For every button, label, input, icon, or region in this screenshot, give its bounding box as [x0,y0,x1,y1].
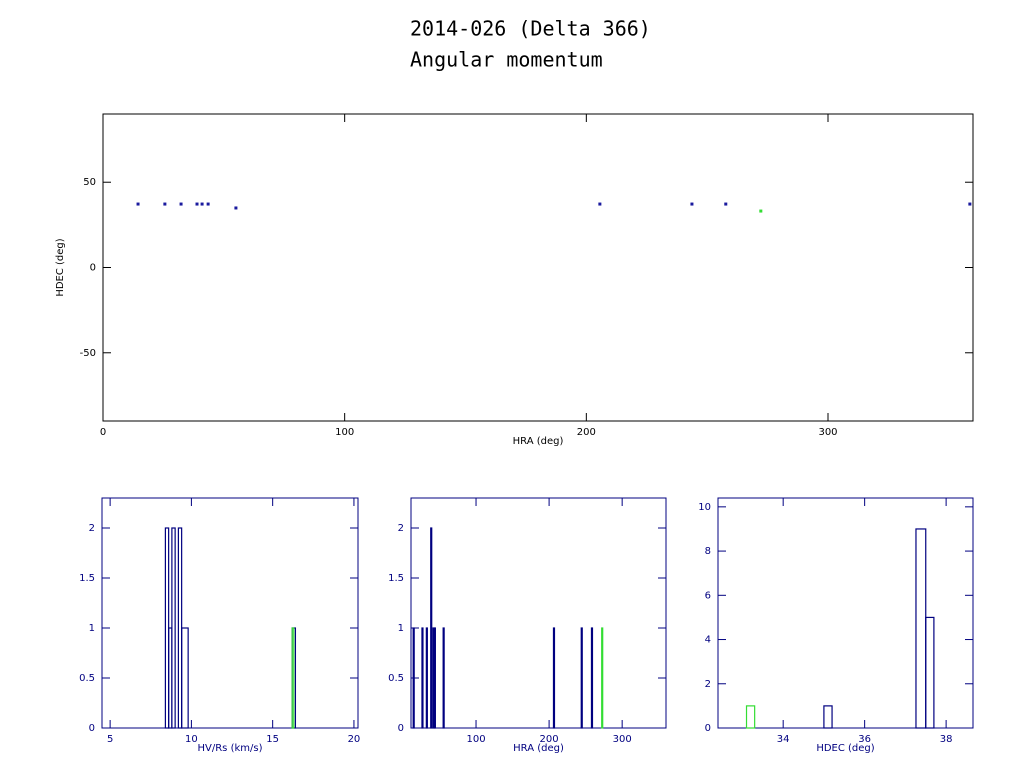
y-tick-label: 10 [698,502,711,513]
y-tick-label: 1 [89,623,95,634]
point [724,202,728,206]
histogram-bar [601,627,604,729]
histogram-bar [745,705,756,729]
x-axis-label: HRA (deg) [513,743,564,754]
x-tick-label: 36 [858,734,871,745]
histogram-bar [421,627,424,729]
point [163,202,167,206]
histogram-bar [425,627,428,729]
point [968,202,972,206]
plot-frame [102,113,974,422]
page-subtitle: Angular momentum [410,48,603,72]
histogram-bar [291,627,295,729]
x-tick-label: 20 [348,734,361,745]
y-tick-label: 0 [398,723,404,734]
point [195,202,199,206]
y-tick-label: 50 [83,177,96,188]
y-tick-label: 0.5 [79,673,95,684]
point [690,202,694,206]
x-tick-label: 100 [335,427,354,438]
y-tick-label: 0 [89,723,95,734]
histogram-bar [590,627,594,729]
page-title: 2014-026 (Delta 366) [410,17,651,41]
y-tick-label: 8 [705,546,711,557]
histogram-bar [412,627,415,729]
y-tick-label: 0.5 [388,673,404,684]
y-tick-label: 1.5 [79,573,95,584]
x-tick-label: 100 [466,734,485,745]
x-tick-label: 200 [577,427,596,438]
plot-frame [717,497,974,729]
y-tick-label: 1 [398,623,404,634]
x-axis-label: HRA (deg) [513,436,564,447]
point [136,202,140,206]
point [200,202,204,206]
y-tick-label: 0 [90,263,96,274]
histogram-bar [823,705,833,729]
histogram-bar [171,527,176,729]
y-tick-label: 1.5 [388,573,404,584]
histogram-bar [442,627,445,729]
x-tick-label: 5 [107,734,113,745]
histogram-bar [915,528,927,729]
x-tick-label: 300 [818,427,837,438]
point [759,209,763,213]
x-tick-label: 15 [266,734,279,745]
y-tick-label: 2 [398,523,404,534]
histogram-bar [181,627,189,729]
x-tick-label: 10 [185,734,198,745]
y-tick-label: 4 [705,635,711,646]
y-tick-label: 0 [705,723,711,734]
point [179,202,183,206]
histogram-bar [552,627,556,729]
x-tick-label: 300 [613,734,632,745]
histogram-bar [580,627,583,729]
plot-frame [410,497,667,729]
y-tick-label: 6 [705,590,711,601]
x-tick-label: 0 [100,427,106,438]
x-axis-label: HDEC (deg) [816,743,874,754]
plot-frame [101,497,359,729]
y-tick-label: -50 [80,348,96,359]
histogram-bar [432,627,435,729]
x-axis-label: HV/Rs (km/s) [198,743,263,754]
point [598,202,602,206]
y-axis-label: HDEC (deg) [55,238,66,296]
x-tick-label: 200 [540,734,559,745]
y-tick-label: 2 [89,523,95,534]
histogram-bar [925,616,935,729]
x-tick-label: 38 [940,734,953,745]
y-tick-label: 2 [705,679,711,690]
histogram-bar [433,627,436,729]
point [206,202,210,206]
point [234,206,238,210]
histogram-bar [430,527,433,729]
x-tick-label: 34 [777,734,790,745]
